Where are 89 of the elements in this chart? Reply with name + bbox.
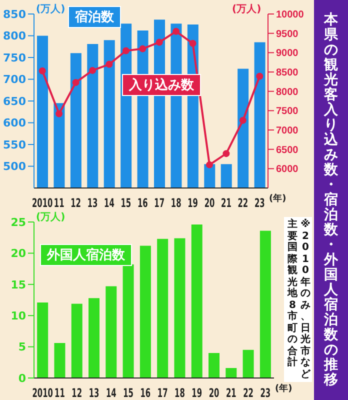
y-tick-label: 0 bbox=[18, 372, 26, 385]
bar bbox=[88, 298, 100, 378]
bar bbox=[157, 238, 168, 378]
y-tick-label: 750 bbox=[3, 51, 26, 64]
point bbox=[156, 38, 163, 46]
x-tick-label: 15 bbox=[120, 197, 132, 211]
y-tick-label: 500 bbox=[3, 160, 26, 174]
x-tick-label: 14 bbox=[106, 387, 116, 400]
x-tick-label: 21 bbox=[226, 387, 236, 400]
x-tick-label: 16 bbox=[140, 387, 151, 400]
y-tick-label: 10 bbox=[10, 310, 26, 323]
y-tick-label: 650 bbox=[3, 94, 26, 108]
x-tick-label: 23 bbox=[260, 387, 271, 400]
bar bbox=[191, 224, 202, 378]
x-tick-label: 13 bbox=[88, 387, 100, 400]
x-tick-label: 21 bbox=[221, 197, 232, 211]
x-axis-title: (年) bbox=[275, 382, 292, 395]
text: ※2010年のみ、日光市など bbox=[300, 219, 310, 380]
x-tick-label: 2010 bbox=[32, 387, 53, 400]
y2-tick-label: 9000 bbox=[276, 48, 299, 60]
y2-tick-label: 10000 bbox=[276, 10, 304, 21]
x-tick-label: 23 bbox=[254, 197, 265, 211]
y-tick-label: 600 bbox=[3, 116, 26, 130]
y2-tick-label: 6500 bbox=[276, 144, 299, 156]
y-axis-title: (万人) bbox=[36, 2, 66, 16]
bar bbox=[208, 353, 220, 378]
x-tick-label: 20 bbox=[208, 387, 220, 400]
bar bbox=[37, 302, 48, 378]
text: 主要国際観光地8市町の合計 bbox=[288, 219, 298, 368]
series-label: 外国人宿泊数 bbox=[40, 244, 132, 266]
point bbox=[239, 116, 246, 124]
y-tick-label: 550 bbox=[3, 138, 26, 152]
chart-title: 本県の観光客入り込み数・宿泊数・外国人宿泊数の推移 bbox=[324, 12, 338, 388]
point bbox=[72, 78, 80, 86]
y2-tick-label: 6000 bbox=[276, 164, 299, 176]
x-tick-label: 22 bbox=[238, 197, 248, 211]
x-tick-label: 22 bbox=[243, 387, 254, 400]
y-tick-label: 25 bbox=[10, 216, 26, 229]
x-tick-label: 11 bbox=[54, 387, 65, 400]
y-tick-label: 700 bbox=[3, 73, 26, 86]
x-tick-label: 12 bbox=[72, 387, 82, 400]
series-label: 宿泊数 bbox=[68, 6, 121, 28]
bar bbox=[54, 343, 66, 378]
y2-tick-label: 8500 bbox=[276, 68, 299, 79]
y2-tick-label: 7000 bbox=[276, 126, 299, 137]
y2-axis-title: (万人) bbox=[232, 2, 262, 16]
y-tick-label: 850 bbox=[3, 8, 26, 21]
y-tick-label: 5 bbox=[18, 340, 26, 354]
x-tick-label: 19 bbox=[188, 197, 198, 211]
point bbox=[206, 161, 213, 168]
x-tick-label: 12 bbox=[70, 197, 81, 211]
y-tick-label: 15 bbox=[10, 278, 26, 292]
point bbox=[106, 60, 113, 68]
x-tick-label: 18 bbox=[174, 387, 185, 400]
point bbox=[89, 66, 96, 74]
x-tick-label: 14 bbox=[104, 197, 114, 211]
bar bbox=[242, 350, 254, 378]
x-axis-title: (年) bbox=[269, 192, 286, 205]
point bbox=[256, 72, 264, 80]
y2-tick-label: 7500 bbox=[276, 106, 299, 118]
y2-tick-label: 9500 bbox=[276, 28, 299, 40]
x-tick-label: 13 bbox=[87, 197, 98, 211]
x-tick-label: 2010 bbox=[32, 197, 53, 211]
y2-tick-label: 8000 bbox=[276, 86, 299, 98]
x-tick-label: 17 bbox=[157, 387, 168, 400]
x-tick-label: 11 bbox=[54, 197, 64, 211]
bar bbox=[174, 238, 186, 378]
point bbox=[38, 67, 46, 74]
x-tick-label: 20 bbox=[204, 197, 215, 211]
point bbox=[222, 150, 230, 158]
y-tick-label: 20 bbox=[10, 247, 26, 260]
x-tick-label: 17 bbox=[154, 197, 165, 211]
bar bbox=[71, 304, 82, 378]
y-tick-label: 800 bbox=[3, 30, 26, 43]
point bbox=[189, 40, 196, 47]
point bbox=[122, 47, 130, 54]
point bbox=[172, 28, 180, 35]
bar bbox=[106, 286, 117, 378]
bar bbox=[260, 230, 271, 378]
x-tick-label: 16 bbox=[137, 197, 148, 211]
y-axis-title: (万人) bbox=[36, 210, 66, 224]
x-tick-label: 19 bbox=[192, 387, 202, 400]
point bbox=[139, 45, 146, 52]
series-label: 入り込み数 bbox=[122, 74, 201, 96]
bar bbox=[226, 368, 237, 378]
bar bbox=[140, 246, 151, 378]
x-tick-label: 15 bbox=[123, 387, 134, 400]
x-tick-label: 18 bbox=[170, 197, 182, 211]
point bbox=[56, 110, 63, 118]
